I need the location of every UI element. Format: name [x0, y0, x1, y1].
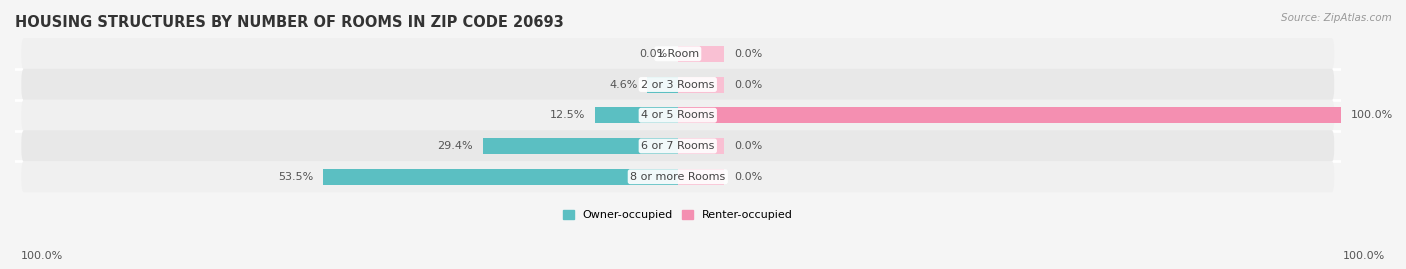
Text: 53.5%: 53.5%	[278, 172, 314, 182]
Text: 12.5%: 12.5%	[550, 110, 585, 120]
Bar	[678, 169, 724, 185]
Text: 4.6%: 4.6%	[609, 80, 637, 90]
FancyBboxPatch shape	[21, 100, 1334, 131]
Bar	[678, 107, 1340, 123]
FancyBboxPatch shape	[21, 38, 1334, 69]
Bar	[647, 76, 678, 93]
Text: 2 or 3 Rooms: 2 or 3 Rooms	[641, 80, 714, 90]
Text: 0.0%: 0.0%	[640, 49, 668, 59]
Bar	[323, 169, 678, 185]
Text: 6 or 7 Rooms: 6 or 7 Rooms	[641, 141, 714, 151]
Legend: Owner-occupied, Renter-occupied: Owner-occupied, Renter-occupied	[558, 206, 797, 225]
Text: 100.0%: 100.0%	[21, 251, 63, 261]
Text: Source: ZipAtlas.com: Source: ZipAtlas.com	[1281, 13, 1392, 23]
Text: 0.0%: 0.0%	[734, 49, 762, 59]
FancyBboxPatch shape	[21, 130, 1334, 162]
Text: 100.0%: 100.0%	[1343, 251, 1385, 261]
Text: 29.4%: 29.4%	[437, 141, 472, 151]
FancyBboxPatch shape	[21, 161, 1334, 192]
Bar	[678, 76, 724, 93]
Bar	[482, 138, 678, 154]
Bar	[678, 46, 724, 62]
Text: HOUSING STRUCTURES BY NUMBER OF ROOMS IN ZIP CODE 20693: HOUSING STRUCTURES BY NUMBER OF ROOMS IN…	[15, 15, 564, 30]
Bar	[678, 138, 724, 154]
Text: 0.0%: 0.0%	[734, 141, 762, 151]
Bar	[595, 107, 678, 123]
FancyBboxPatch shape	[21, 69, 1334, 100]
Text: 0.0%: 0.0%	[734, 172, 762, 182]
Text: 1 Room: 1 Room	[657, 49, 699, 59]
Text: 4 or 5 Rooms: 4 or 5 Rooms	[641, 110, 714, 120]
Text: 8 or more Rooms: 8 or more Rooms	[630, 172, 725, 182]
Text: 100.0%: 100.0%	[1351, 110, 1393, 120]
Text: 0.0%: 0.0%	[734, 80, 762, 90]
